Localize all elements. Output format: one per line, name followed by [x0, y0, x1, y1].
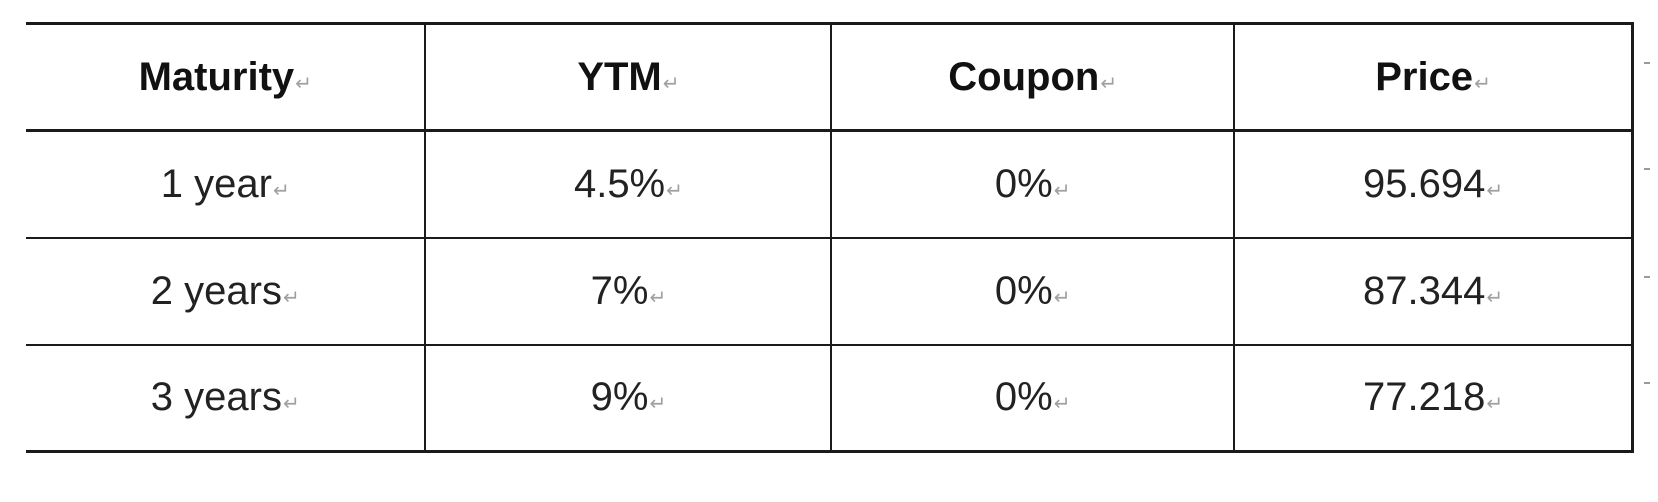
- table-cell-coupon: 0%↵: [830, 343, 1236, 453]
- cell-value: 95.694: [1362, 161, 1486, 206]
- table-row: 1 year↵ 4.5%↵ 0%↵ 95.694↵: [26, 129, 1635, 239]
- cell-value: 77.218: [1362, 375, 1486, 420]
- return-mark-icon: ↵: [649, 393, 667, 416]
- header-label: Price: [1375, 54, 1474, 99]
- header-cell-coupon: Coupon↵: [830, 22, 1236, 132]
- cell-value: 9%: [590, 375, 649, 420]
- cell-value: 3 years: [150, 375, 282, 420]
- table-cell-coupon: 0%↵: [830, 236, 1236, 346]
- return-mark-icon: ↵: [1486, 179, 1504, 202]
- table-cell-maturity: 2 years↵: [26, 236, 427, 346]
- bond-pricing-table: Maturity↵ YTM↵ Coupon↵ Price↵ 1 year↵ 4.…: [26, 22, 1635, 453]
- return-mark-icon: ↵: [282, 393, 300, 416]
- row-end-marker: [1644, 168, 1650, 170]
- table-row: 3 years↵ 9%↵ 0%↵ 77.218↵: [26, 343, 1635, 453]
- table-cell-ytm: 9%↵: [424, 343, 833, 453]
- row-end-marker: [1644, 382, 1650, 384]
- table-row: 2 years↵ 7%↵ 0%↵ 87.344↵: [26, 236, 1635, 346]
- return-mark-icon: ↵: [1053, 179, 1071, 202]
- table-cell-ytm: 4.5%↵: [424, 129, 833, 239]
- table-cell-price: 77.218↵: [1233, 343, 1635, 453]
- return-mark-icon: ↵: [1474, 72, 1491, 95]
- cell-value: 0%: [994, 268, 1053, 313]
- table-cell-maturity: 1 year↵: [26, 129, 427, 239]
- cell-value: 4.5%: [573, 161, 666, 206]
- table-header-row: Maturity↵ YTM↵ Coupon↵ Price↵: [26, 22, 1635, 132]
- header-label: YTM: [577, 54, 662, 99]
- header-cell-ytm: YTM↵: [424, 22, 833, 132]
- return-mark-icon: ↵: [649, 286, 667, 309]
- return-mark-icon: ↵: [272, 179, 290, 202]
- return-mark-icon: ↵: [1053, 286, 1071, 309]
- cell-value: 2 years: [150, 268, 282, 313]
- table-cell-price: 87.344↵: [1233, 236, 1635, 346]
- return-mark-icon: ↵: [662, 72, 680, 95]
- return-mark-icon: ↵: [1100, 72, 1118, 95]
- row-end-marker: [1644, 62, 1650, 64]
- header-label: Maturity: [138, 54, 295, 99]
- cell-value: 7%: [590, 268, 649, 313]
- cell-value: 87.344: [1362, 268, 1486, 313]
- return-mark-icon: ↵: [295, 72, 312, 95]
- cell-value: 0%: [994, 375, 1053, 420]
- header-cell-price: Price↵: [1233, 22, 1635, 132]
- return-mark-icon: ↵: [1053, 393, 1071, 416]
- return-mark-icon: ↵: [282, 286, 300, 309]
- cell-value: 0%: [994, 161, 1053, 206]
- cell-value: 1 year: [160, 161, 272, 206]
- header-cell-maturity: Maturity↵: [26, 22, 427, 132]
- return-mark-icon: ↵: [666, 179, 683, 202]
- table-cell-coupon: 0%↵: [830, 129, 1236, 239]
- return-mark-icon: ↵: [1486, 393, 1504, 416]
- row-end-marker: [1644, 276, 1650, 278]
- header-label: Coupon: [948, 54, 1100, 99]
- table-cell-maturity: 3 years↵: [26, 343, 427, 453]
- table-cell-price: 95.694↵: [1233, 129, 1635, 239]
- return-mark-icon: ↵: [1486, 286, 1504, 309]
- table-cell-ytm: 7%↵: [424, 236, 833, 346]
